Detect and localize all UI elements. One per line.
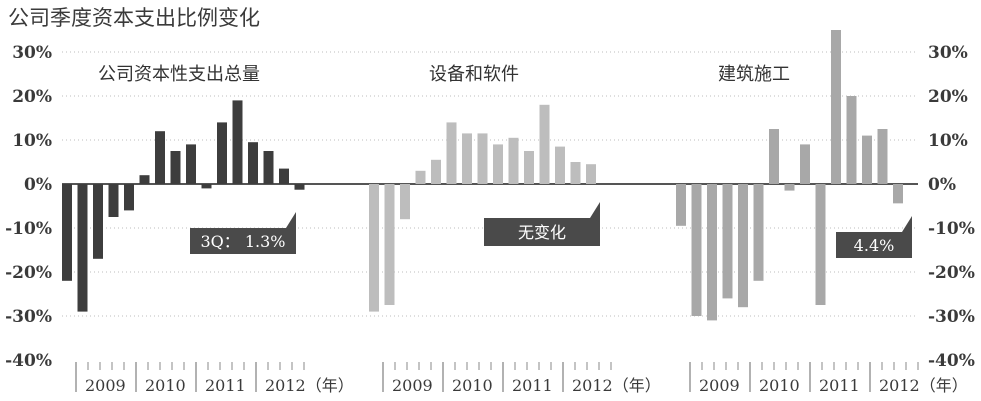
bar <box>493 144 503 184</box>
bar <box>62 184 72 281</box>
y-tick-label-left: -10% <box>5 219 52 239</box>
bar <box>294 184 305 190</box>
callout-label: 3Q： 1.3% <box>200 232 285 251</box>
callout-box <box>836 232 912 258</box>
bar <box>446 122 457 184</box>
y-tick-label-right: -30% <box>928 307 975 327</box>
year-label: 2010 <box>452 376 493 395</box>
bar <box>815 184 826 305</box>
callout-box <box>190 228 296 254</box>
callout-label: 4.4% <box>854 236 895 255</box>
bar <box>232 100 243 184</box>
year-label: 2012（年） <box>265 376 354 395</box>
bar <box>139 175 150 184</box>
bar <box>462 133 472 184</box>
bar <box>707 184 717 321</box>
bar <box>93 184 103 259</box>
panel-label: 建筑施工 <box>718 64 790 85</box>
y-tick-label-right: -40% <box>928 351 975 371</box>
year-label: 2011 <box>819 376 860 395</box>
bar <box>722 184 733 299</box>
bar <box>186 144 196 184</box>
bar <box>738 184 748 308</box>
bar <box>555 146 565 184</box>
bar <box>691 184 702 316</box>
y-tick-label-right: 30% <box>928 43 968 63</box>
bar <box>279 168 289 184</box>
bar <box>862 135 872 184</box>
panel-label: 设备和软件 <box>429 64 519 85</box>
year-label: 2010 <box>145 376 186 395</box>
bar <box>769 129 779 184</box>
y-tick-label-right: -20% <box>928 263 975 283</box>
year-label: 2009 <box>699 376 740 395</box>
panel-label: 公司资本性支出总量 <box>98 64 260 85</box>
bar <box>217 122 227 184</box>
bar <box>170 151 181 184</box>
bar <box>570 162 581 184</box>
callout-pointer <box>286 212 296 232</box>
bar <box>508 137 519 184</box>
callout-box <box>484 218 600 246</box>
bar <box>893 184 903 204</box>
bar <box>124 184 134 211</box>
y-tick-label-left: 10% <box>12 131 52 151</box>
y-tick-label-left: -30% <box>5 307 52 327</box>
bar <box>415 170 426 184</box>
bar <box>539 104 550 184</box>
y-tick-label-left: 0% <box>24 175 52 195</box>
bar <box>384 184 395 305</box>
bar <box>108 184 119 217</box>
bar <box>753 184 764 281</box>
year-label: 2012（年） <box>572 376 661 395</box>
year-label: 2012（年） <box>879 376 968 395</box>
callout-pointer <box>590 202 600 222</box>
bar <box>369 184 379 312</box>
bar <box>248 142 258 184</box>
chart-title: 公司季度资本支出比例变化 <box>8 6 260 30</box>
year-label: 2011 <box>512 376 553 395</box>
y-tick-label-left: -20% <box>5 263 52 283</box>
bar <box>831 30 841 184</box>
bar <box>431 159 441 184</box>
bar <box>477 133 488 184</box>
y-tick-label-right: -10% <box>928 219 975 239</box>
callout-label: 无变化 <box>518 223 566 242</box>
bar <box>846 96 857 184</box>
bar <box>77 184 88 312</box>
bar <box>800 144 810 184</box>
bar <box>784 184 795 191</box>
bar <box>524 151 534 184</box>
bar <box>877 129 888 184</box>
bar-layer <box>62 30 903 321</box>
callout-pointer <box>902 216 912 236</box>
y-tick-label-left: -40% <box>5 351 52 371</box>
y-tick-label-left: 30% <box>12 43 52 63</box>
bar <box>676 184 686 226</box>
year-label: 2009 <box>392 376 433 395</box>
y-tick-label-right: 20% <box>928 87 968 107</box>
bar <box>263 151 274 184</box>
year-label: 2009 <box>85 376 126 395</box>
y-tick-label-right: 0% <box>928 175 956 195</box>
bar <box>201 184 212 189</box>
year-label: 2010 <box>759 376 800 395</box>
y-tick-label-right: 10% <box>928 131 968 151</box>
bar <box>400 184 410 220</box>
y-tick-label-left: 20% <box>12 87 52 107</box>
year-label: 2011 <box>205 376 246 395</box>
bar <box>586 164 596 184</box>
bar <box>155 131 165 184</box>
